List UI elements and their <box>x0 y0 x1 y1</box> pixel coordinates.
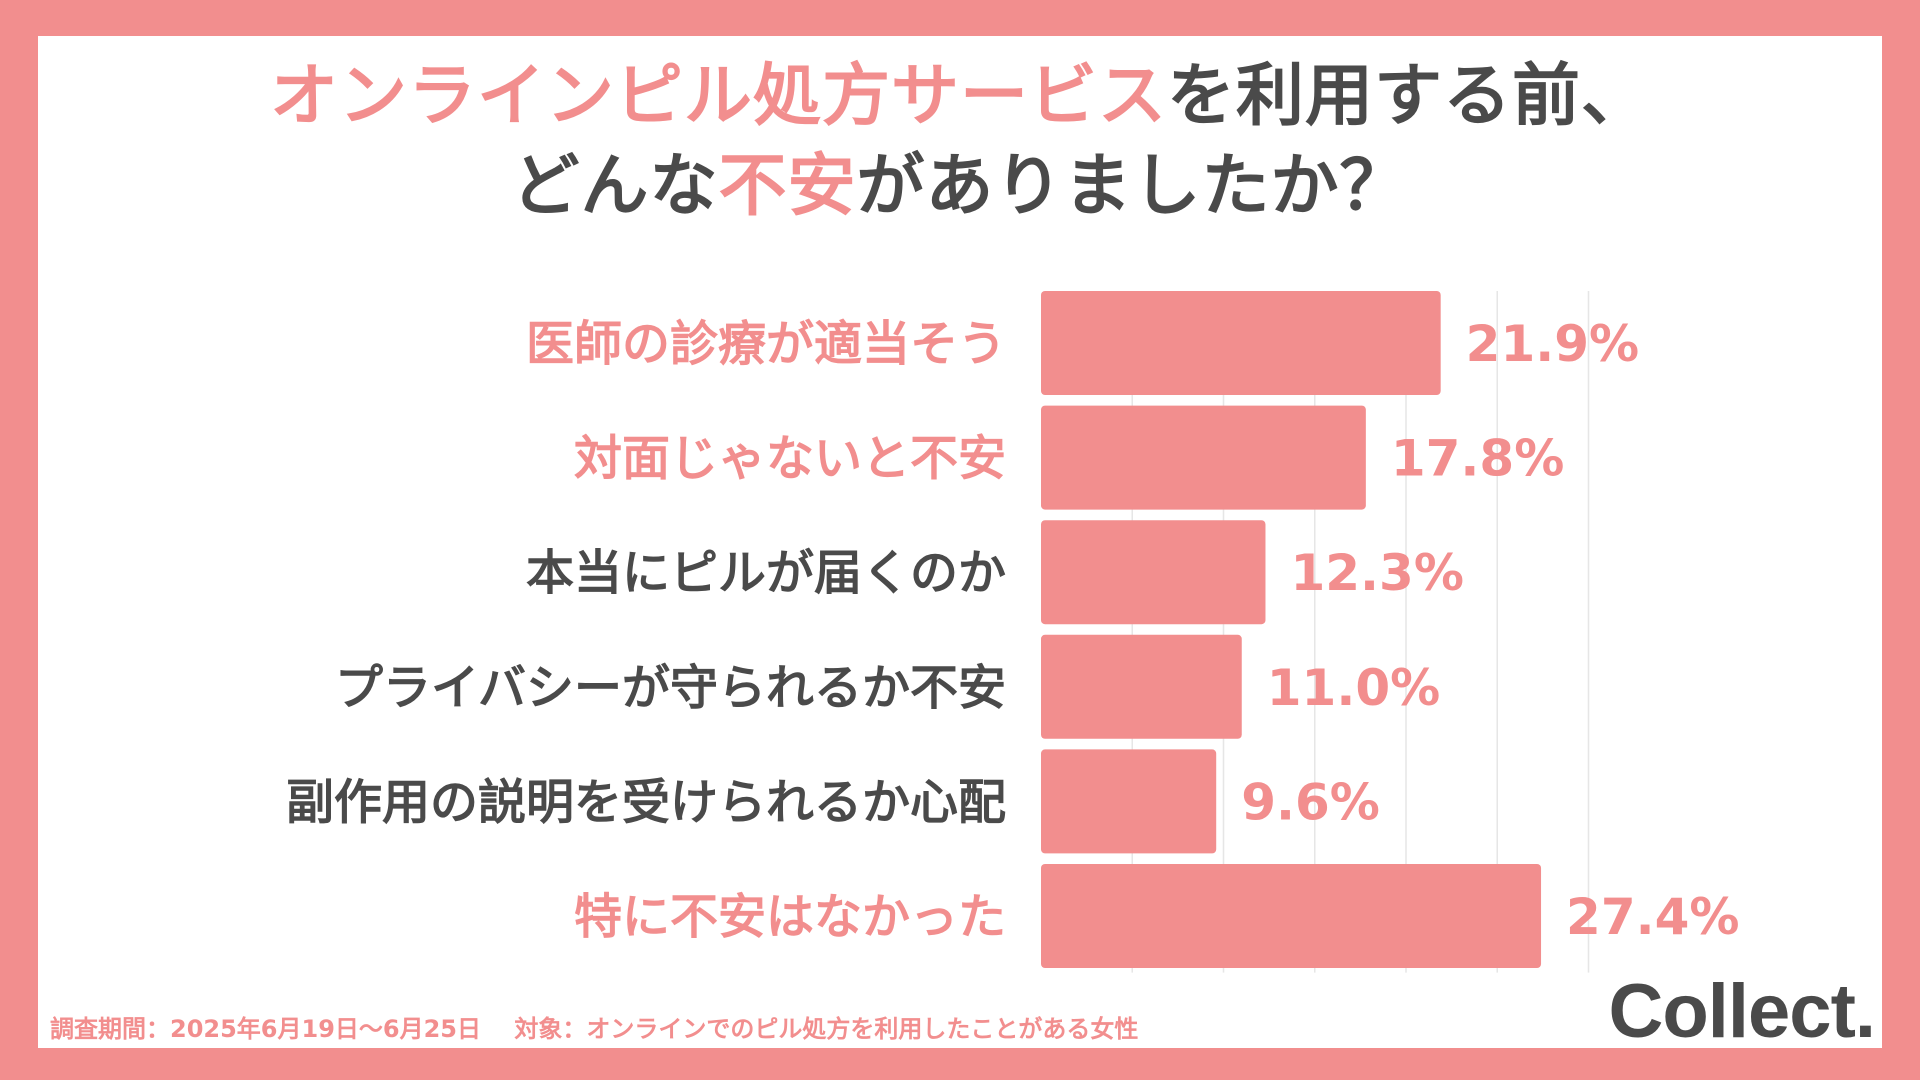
category-label-4: プライバシーが守られるか不安 <box>335 660 1006 716</box>
title-line-1: オンラインピル処方サービスを利用する前、 <box>0 52 1920 142</box>
value-label-2: 17.8% <box>1391 430 1564 488</box>
content-panel <box>38 36 1882 1048</box>
title-line-2-before: どんな <box>511 147 719 226</box>
brand-logo: Collect. <box>1608 969 1877 1054</box>
value-label-6: 27.4% <box>1566 888 1739 946</box>
category-label-3: 本当にピルが届くのか <box>526 545 1006 601</box>
bar-2 <box>1041 405 1366 510</box>
title-highlight-service: オンラインピル処方サービス <box>269 57 1167 136</box>
title-highlight-anxiety: 不安 <box>718 147 857 226</box>
value-label-4: 11.0% <box>1267 659 1440 717</box>
bar-5 <box>1041 749 1217 854</box>
chart-title: オンラインピル処方サービスを利用する前、 どんな不安がありましたか？ <box>0 52 1920 232</box>
survey-target: 対象：オンラインでのピル処方を利用したことがある女性 <box>514 1015 1139 1043</box>
bar-3 <box>1041 520 1266 625</box>
category-label-6: 特に不安はなかった <box>574 889 1006 945</box>
title-line-1-rest: を利用する前、 <box>1167 57 1651 136</box>
category-label-2: 対面じゃないと不安 <box>574 431 1006 487</box>
category-labels: 医師の診療が適当そう対面じゃないと不安本当にピルが届くのかプライバシーが守られる… <box>286 316 1006 945</box>
gridlines <box>1131 291 1590 973</box>
bar-1 <box>1041 291 1441 395</box>
value-label-5: 9.6% <box>1241 773 1380 831</box>
bar-6 <box>1041 864 1542 968</box>
survey-period: 調査期間：2025年6月19日〜6月25日 <box>50 1015 481 1043</box>
survey-note: 調査期間：2025年6月19日〜6月25日 対象：オンラインでのピル処方を利用し… <box>50 1009 1138 1044</box>
category-label-5: 副作用の説明を受けられるか心配 <box>286 774 1006 830</box>
bars <box>1041 291 1542 968</box>
value-label-1: 21.9% <box>1466 315 1639 373</box>
title-line-2: どんな不安がありましたか？ <box>0 142 1920 232</box>
category-label-1: 医師の診療が適当そう <box>526 316 1006 372</box>
bar-4 <box>1041 634 1242 739</box>
title-line-2-after: がありましたか？ <box>856 147 1409 226</box>
value-labels: 21.9% 17.8% 12.3% 11.0% 9.6% 27.4% <box>1241 315 1739 946</box>
value-label-3: 12.3% <box>1290 544 1463 602</box>
